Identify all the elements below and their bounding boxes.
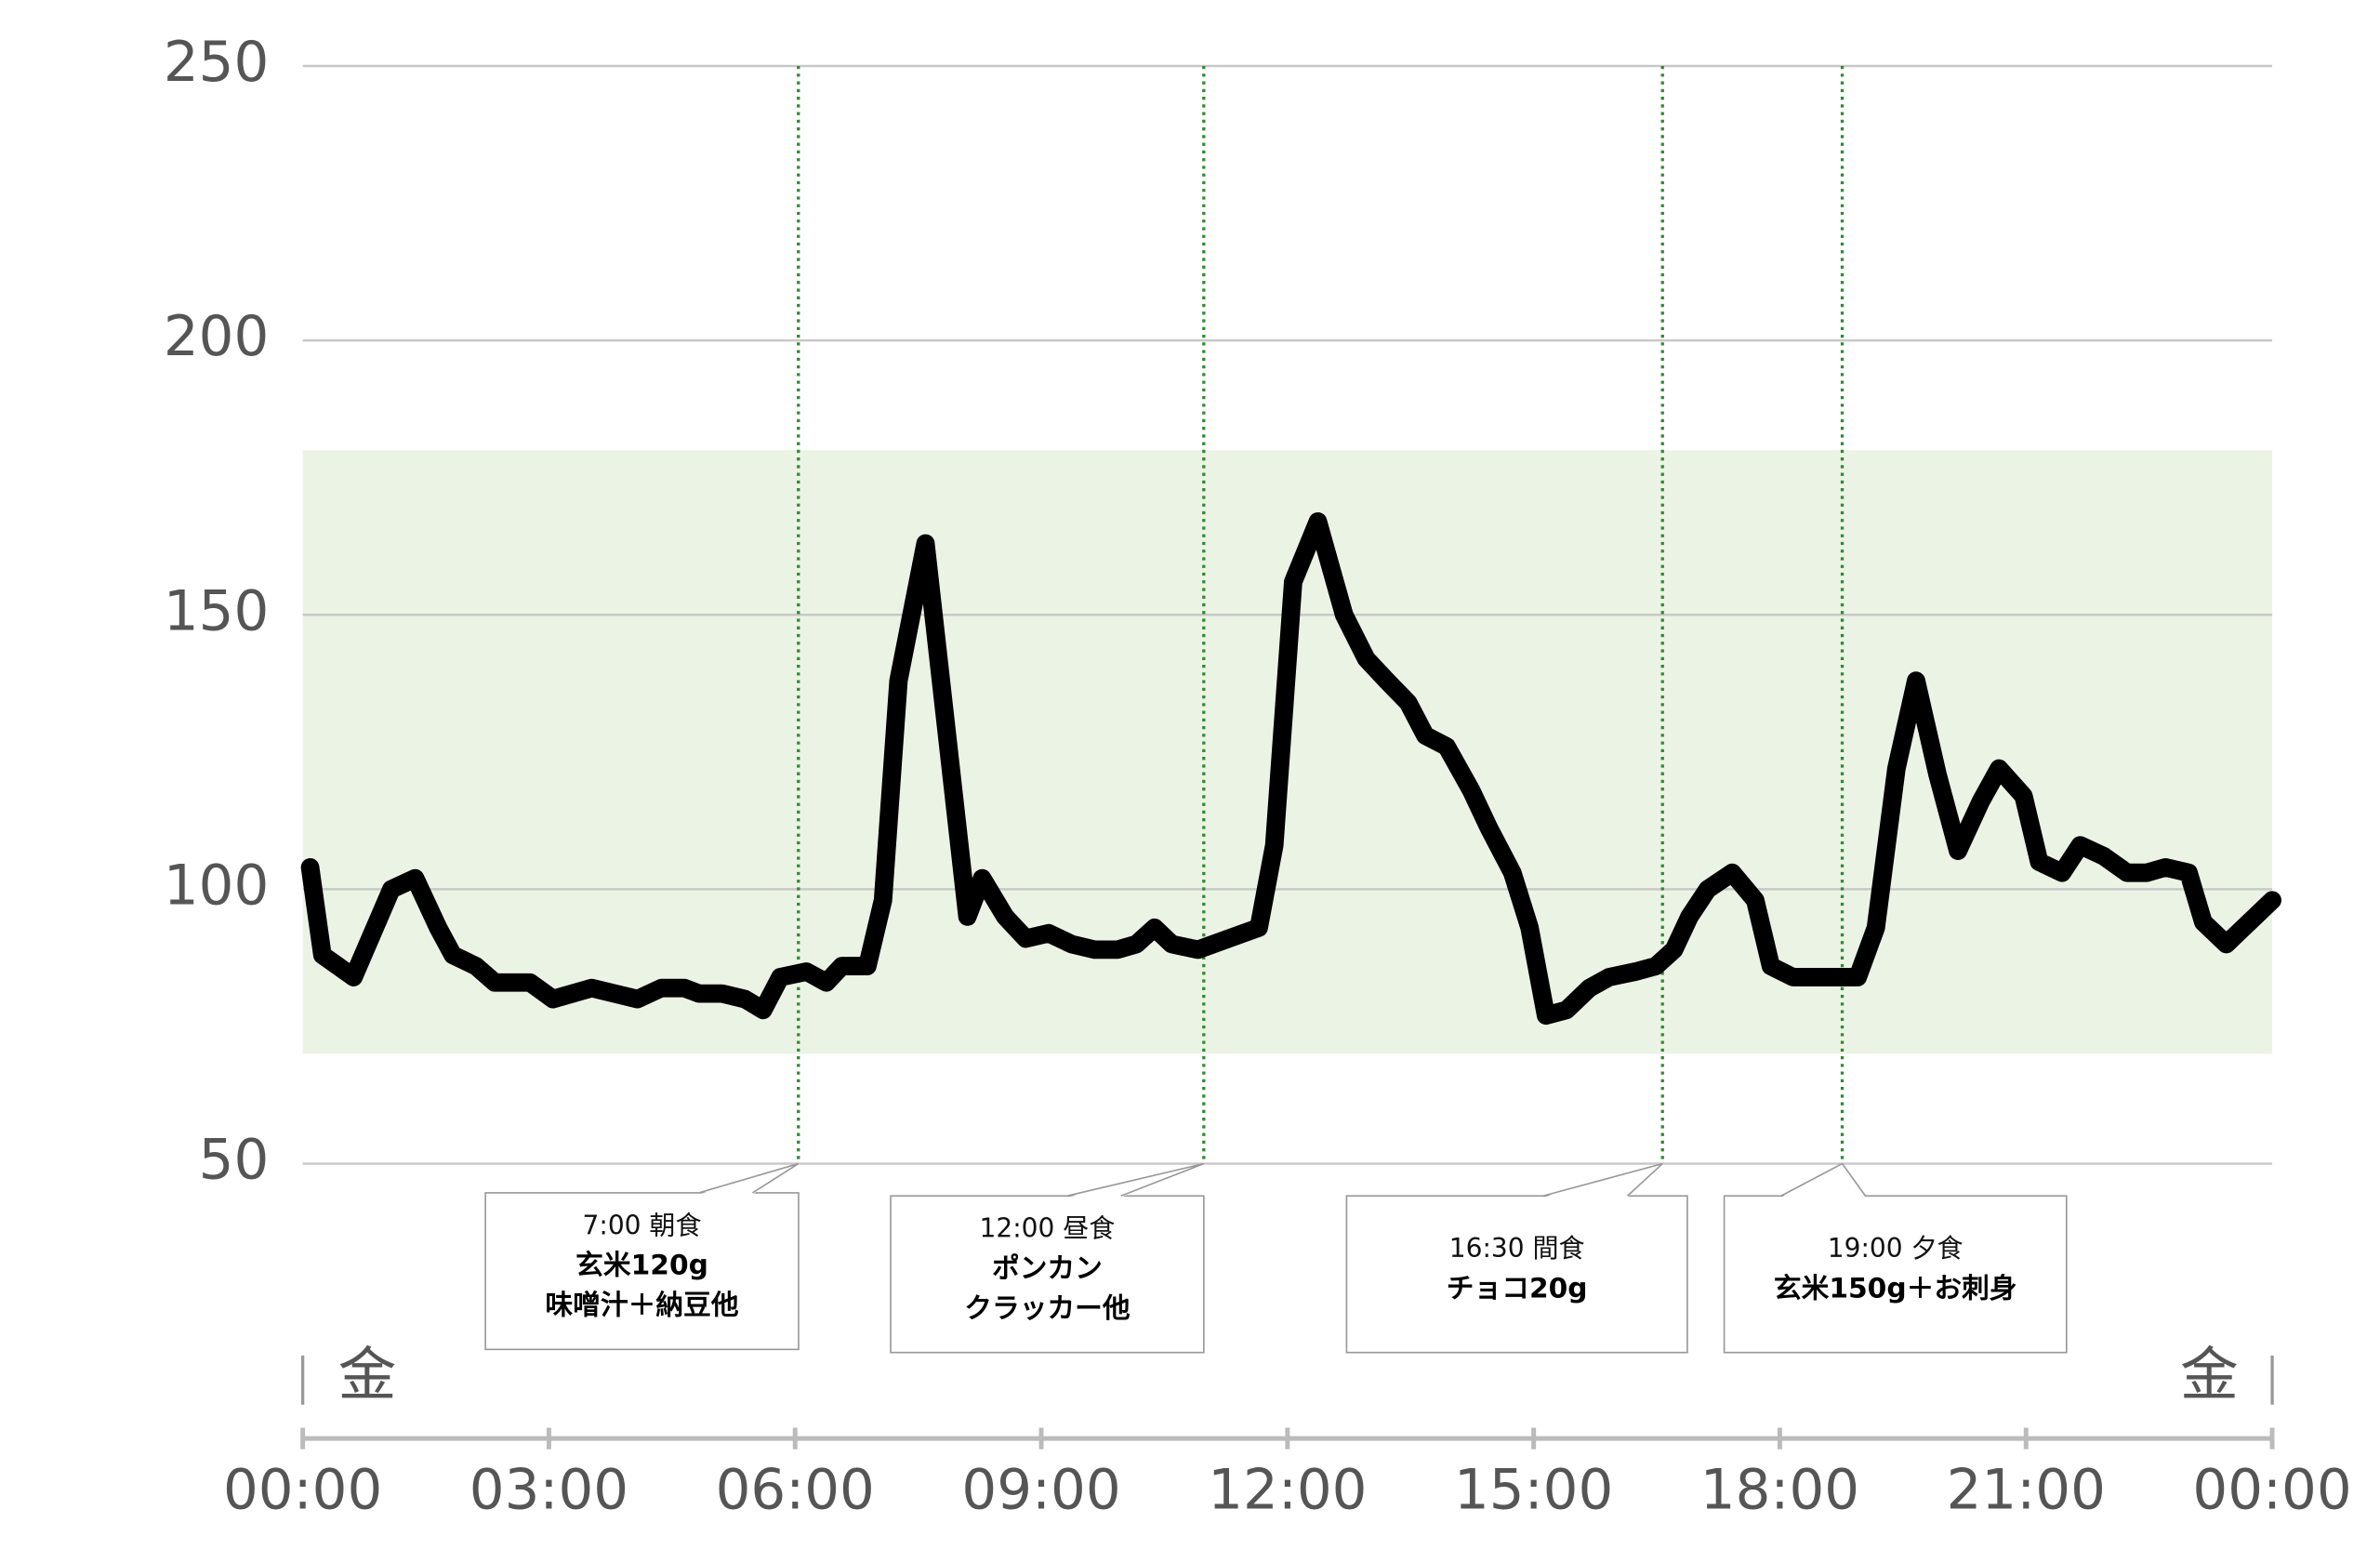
x-tick-label: 21:00 (1947, 1459, 2106, 1523)
y-tick-label: 250 (164, 31, 269, 95)
callout-tail-edge (1542, 1162, 1663, 1198)
x-tick-label: 03:00 (469, 1459, 628, 1523)
glucose-line (300, 511, 2281, 1026)
callout-tail (1542, 1163, 1663, 1198)
callout-text: 玄米120g (575, 1250, 708, 1282)
y-tick-label: 200 (164, 305, 269, 369)
callout-box (890, 1195, 1205, 1354)
x-tick-label: 00:00 (223, 1459, 382, 1523)
y-tick-label: 150 (164, 579, 269, 643)
callout-text: 12:00 昼食 (980, 1213, 1116, 1244)
callout-tail-edge (1780, 1162, 1867, 1197)
y-tick-label: 50 (199, 1129, 270, 1193)
callout-tail-edge (698, 1162, 800, 1194)
callout-text: 玄米150g＋お刺身 (1774, 1272, 2017, 1304)
x-tick-label: 09:00 (961, 1459, 1120, 1523)
callout-text: 19:00 夕食 (1828, 1233, 1964, 1264)
callout-text: クラッカー他 (964, 1292, 1130, 1325)
x-tick-label: 18:00 (1700, 1459, 1859, 1523)
callout-text: 味噌汁＋納豆他 (546, 1290, 739, 1322)
callout-box (484, 1192, 800, 1351)
callout-text: ポンカン (992, 1252, 1103, 1285)
day-label: 金 (2180, 1341, 2239, 1409)
x-tick-label: 00:00 (2192, 1459, 2351, 1523)
y-tick-label: 100 (164, 854, 269, 919)
day-label: 金 (338, 1341, 397, 1409)
callout-tail (1780, 1163, 1866, 1198)
callout-text: 16:30 間食 (1449, 1233, 1585, 1264)
callout-text: チョコ20g (1447, 1272, 1588, 1304)
x-tick-label: 12:00 (1208, 1459, 1367, 1523)
callout-box (1723, 1195, 2068, 1354)
x-tick-label: 15:00 (1454, 1459, 1613, 1523)
x-tick-label: 06:00 (716, 1459, 875, 1523)
callout-tail-edge (1066, 1162, 1205, 1198)
callout-text: 7:00 朝食 (583, 1210, 702, 1240)
callout-box (1345, 1195, 1688, 1354)
